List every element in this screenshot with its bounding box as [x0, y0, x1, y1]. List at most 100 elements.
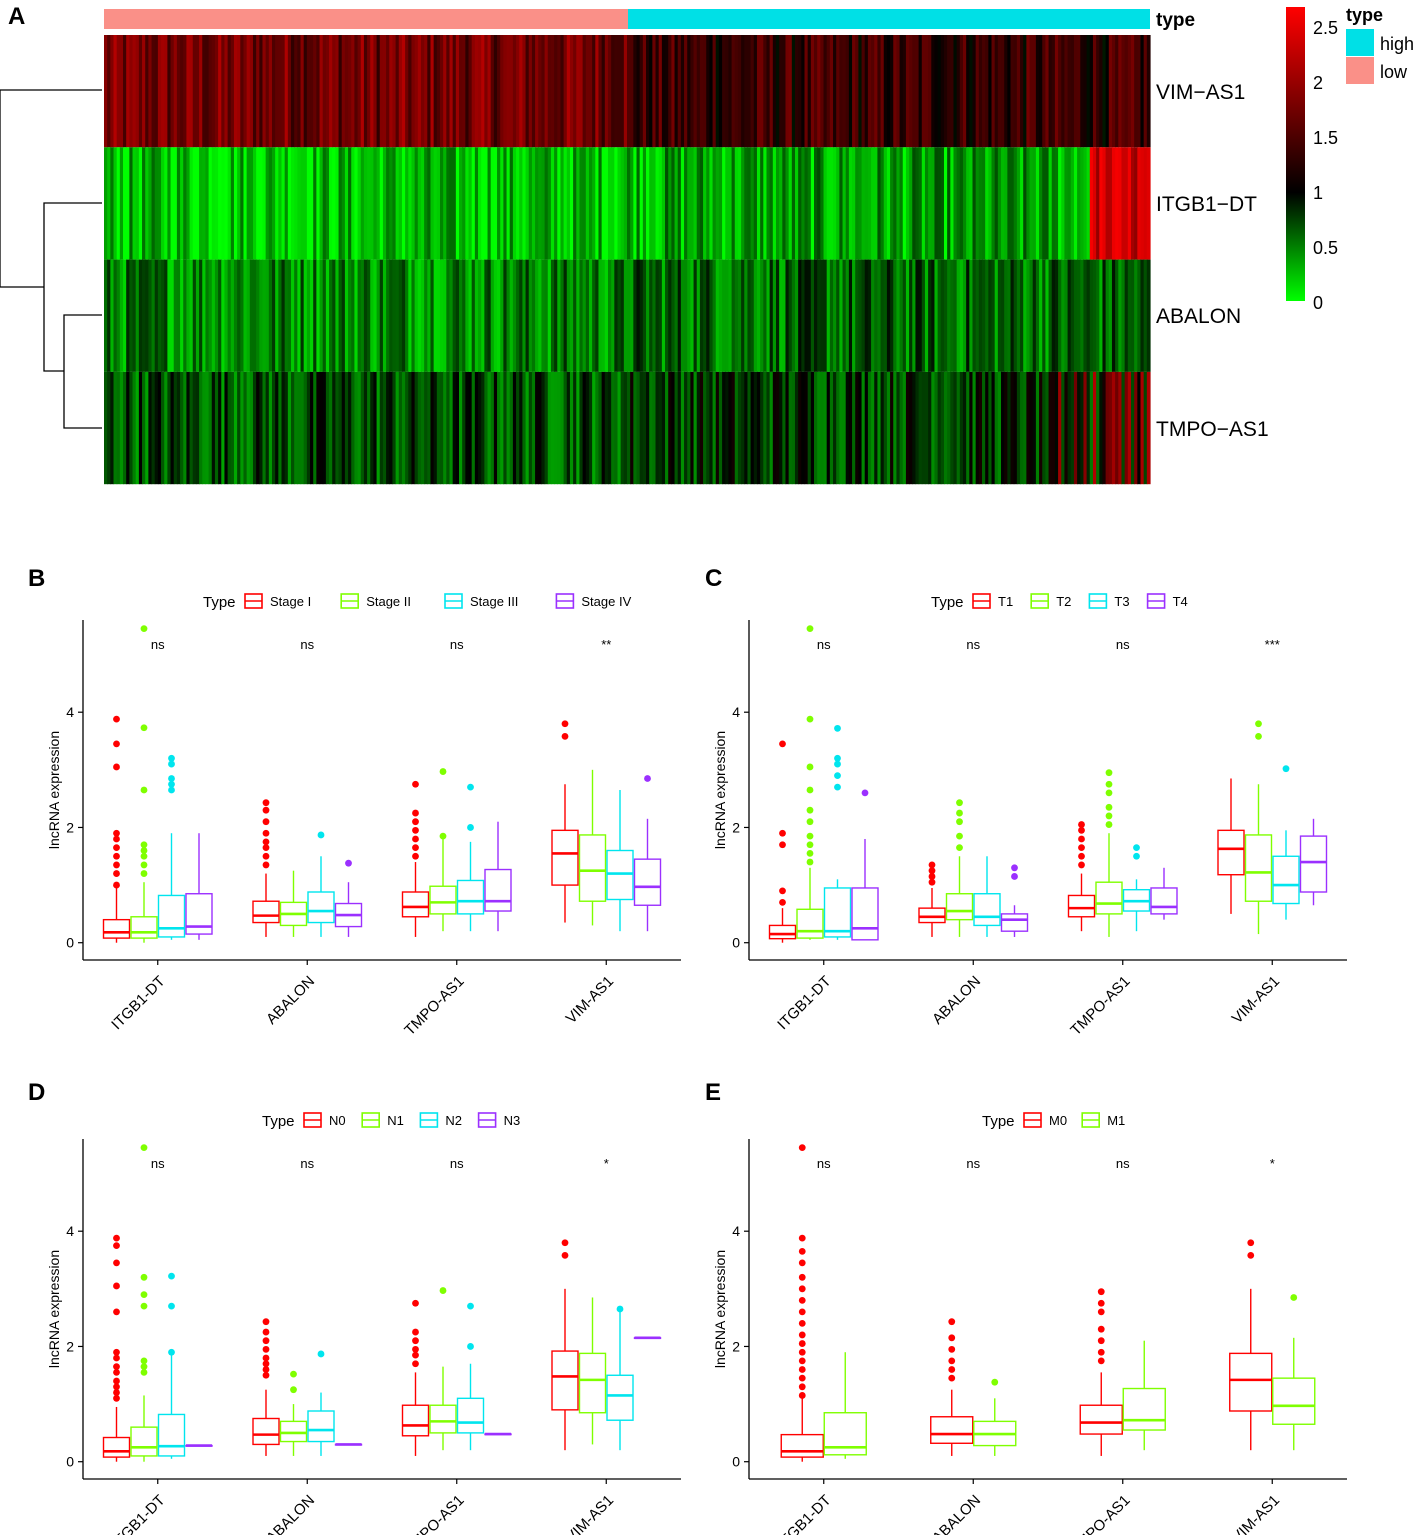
outlier-point [345, 859, 352, 867]
heatmap-cell [360, 147, 365, 260]
outlier-point [168, 1272, 175, 1280]
heatmap-cell [180, 147, 184, 260]
outlier-point [113, 1308, 120, 1316]
heatmap-cell [341, 371, 346, 485]
y-axis-label: lncRNA expression [712, 731, 728, 849]
heatmap-cell [566, 35, 571, 148]
heatmap-cell [1118, 35, 1123, 148]
heatmap-cell [351, 259, 356, 372]
heatmap-cell [164, 371, 168, 485]
outlier-point [140, 852, 148, 860]
heatmap-cell [1064, 371, 1069, 485]
panel-b-boxplot: B Type Stage I Stage II Stage III Stage IV 0… [28, 565, 681, 1039]
heatmap-cell [823, 371, 828, 485]
heatmap-cell [449, 147, 454, 260]
heatmap-cell [747, 35, 752, 148]
heatmap-cell [167, 259, 172, 372]
heatmap-cell [658, 259, 663, 372]
y-tick-label: 4 [66, 1223, 74, 1239]
heatmap-cell [316, 259, 321, 372]
heatmap-cell [614, 259, 619, 372]
heatmap-cell [354, 147, 359, 260]
heatmap-cell [614, 35, 619, 148]
heatmap-cell [620, 147, 625, 260]
heatmap-cell [947, 147, 951, 260]
heatmap-cell [420, 259, 425, 372]
heatmap-cell [718, 147, 723, 260]
outlier-point [113, 763, 120, 771]
heatmap-cell [1099, 35, 1104, 148]
heatmap-cell [319, 35, 324, 148]
heatmap-cell [246, 35, 251, 148]
heatmap-cell [379, 259, 384, 372]
heatmap-cell [319, 147, 324, 260]
outlier-point [262, 1345, 270, 1353]
heatmap-cell [595, 259, 600, 372]
heatmap-cell [199, 259, 203, 372]
heatmap-cell [528, 35, 533, 148]
heatmap-cell [988, 147, 993, 260]
heatmap-cell [744, 371, 749, 485]
heatmap-cell [503, 371, 508, 485]
heatmap-cell [1023, 371, 1027, 485]
heatmap-cell [665, 147, 669, 260]
heatmap-cell [459, 35, 463, 148]
heatmap-cell [265, 371, 270, 485]
outlier-point [168, 760, 175, 768]
heatmap-cell [1054, 259, 1059, 372]
heatmap-cell [195, 35, 200, 148]
heatmap-cell [503, 259, 508, 372]
heatmap-cell [947, 259, 951, 372]
heatmap-cell [826, 147, 831, 260]
y-tick-label: 2 [732, 819, 740, 835]
heatmap-cell [1086, 259, 1091, 372]
heatmap-cell [439, 147, 444, 260]
outlier-point [140, 724, 148, 732]
heatmap-cell [468, 147, 473, 260]
heatmap-cell [592, 371, 596, 485]
heatmap-cell [928, 259, 932, 372]
heatmap-cell [607, 259, 612, 372]
heatmap-cell [623, 35, 628, 148]
heatmap-cell [243, 371, 248, 485]
heatmap-cell [214, 35, 219, 148]
outlier-point [262, 844, 270, 852]
heatmap-cell [785, 35, 790, 148]
heatmap-cell [332, 35, 336, 148]
heatmap-cell [268, 371, 273, 485]
heatmap-cell [969, 371, 974, 485]
heatmap-cell [569, 371, 574, 485]
heatmap-cell [817, 371, 821, 485]
heatmap-cell [148, 259, 153, 372]
heatmap-cell [937, 259, 942, 372]
heatmap-cell [313, 147, 317, 260]
heatmap-cell [924, 259, 929, 372]
significance-label: ns [151, 1156, 165, 1171]
outlier-point [798, 1234, 806, 1242]
heatmap-cell [268, 259, 273, 372]
outlier-point [140, 861, 148, 869]
heatmap-cell [414, 371, 419, 485]
heatmap-cell [997, 259, 1002, 372]
heatmap-cell [731, 259, 736, 372]
outlier-point [798, 1320, 806, 1327]
heatmap-cell [1118, 371, 1123, 485]
outlier-point [113, 870, 120, 877]
outlier-point [262, 1371, 270, 1379]
outlier-point [928, 878, 936, 886]
heatmap-cell [1105, 371, 1110, 485]
heatmap-cell [478, 147, 482, 260]
heatmap-cell [943, 371, 948, 485]
heatmap-cell [1118, 259, 1123, 372]
heatmap-cell [1092, 35, 1097, 148]
heatmap-cell [709, 35, 714, 148]
heatmap-cell [395, 147, 400, 260]
heatmap-cell [310, 147, 314, 260]
heatmap-cell [525, 35, 530, 148]
heatmap-cell [899, 147, 904, 260]
heatmap-cell [1007, 259, 1012, 372]
outlier-point [467, 783, 474, 791]
heatmap-cell [300, 147, 305, 260]
heatmap-cell [592, 147, 596, 260]
heatmap-cell [471, 35, 476, 148]
